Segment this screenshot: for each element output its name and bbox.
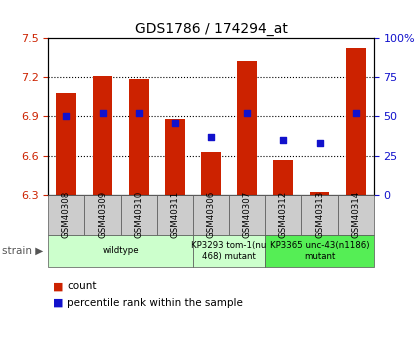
Text: GSM40313: GSM40313 — [315, 191, 324, 238]
Text: GSM40306: GSM40306 — [207, 191, 215, 238]
Text: count: count — [67, 282, 97, 291]
Text: GSM40314: GSM40314 — [351, 191, 360, 238]
Point — [63, 114, 70, 119]
Text: GSM40308: GSM40308 — [62, 191, 71, 238]
Text: GSM40310: GSM40310 — [134, 191, 143, 238]
Point — [208, 134, 215, 140]
Text: ■: ■ — [52, 282, 63, 291]
Point — [99, 110, 106, 116]
Text: GSM40307: GSM40307 — [243, 191, 252, 238]
Text: KP3365 unc-43(n1186)
mutant: KP3365 unc-43(n1186) mutant — [270, 241, 369, 261]
Point — [244, 110, 251, 116]
Point — [352, 110, 359, 116]
Bar — [165, 119, 185, 195]
Text: GSM40309: GSM40309 — [98, 191, 107, 238]
Bar — [273, 160, 293, 195]
Point — [171, 120, 178, 126]
Point — [280, 137, 287, 143]
Bar — [237, 61, 257, 195]
Title: GDS1786 / 174294_at: GDS1786 / 174294_at — [135, 21, 287, 36]
Point — [135, 110, 142, 116]
Text: ■: ■ — [52, 298, 63, 308]
Text: GSM40312: GSM40312 — [279, 191, 288, 238]
Point — [316, 140, 323, 146]
Text: GSM40311: GSM40311 — [171, 191, 179, 238]
Bar — [92, 76, 113, 195]
Text: KP3293 tom-1(nu
468) mutant: KP3293 tom-1(nu 468) mutant — [192, 241, 267, 261]
Bar — [310, 192, 330, 195]
Bar — [129, 79, 149, 195]
Bar — [56, 93, 76, 195]
Text: strain ▶: strain ▶ — [2, 246, 43, 256]
Bar — [346, 48, 366, 195]
Bar — [201, 152, 221, 195]
Text: wildtype: wildtype — [102, 246, 139, 256]
Text: percentile rank within the sample: percentile rank within the sample — [67, 298, 243, 308]
